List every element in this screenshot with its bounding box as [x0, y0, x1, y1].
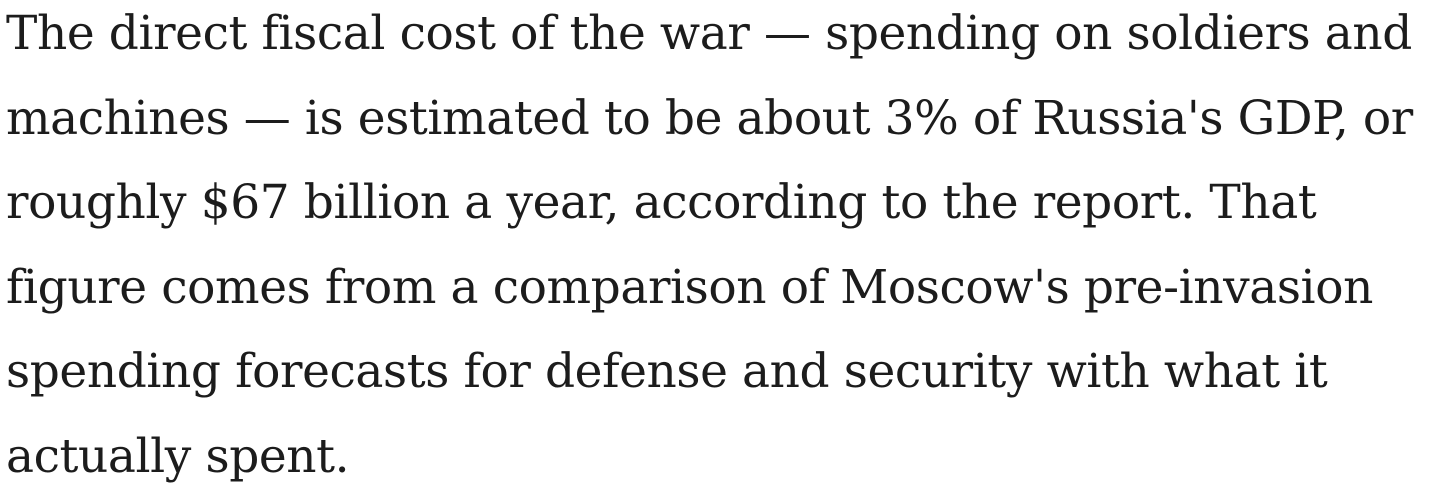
paragraph-line: figure comes from a comparison of Moscow… — [6, 259, 1373, 315]
paragraph-line: spending forecasts for defense and secur… — [6, 344, 1328, 399]
paragraph-line: roughly $67 billion a year, according to… — [6, 175, 1317, 230]
paragraph-line: actually spent. — [6, 428, 350, 484]
paragraph-line: machines — is estimated to be about 3% o… — [6, 90, 1413, 146]
paragraph-line: The direct fiscal cost of the war — spen… — [6, 6, 1412, 61]
article-paragraph: The direct fiscal cost of the war — spen… — [6, 0, 1451, 499]
